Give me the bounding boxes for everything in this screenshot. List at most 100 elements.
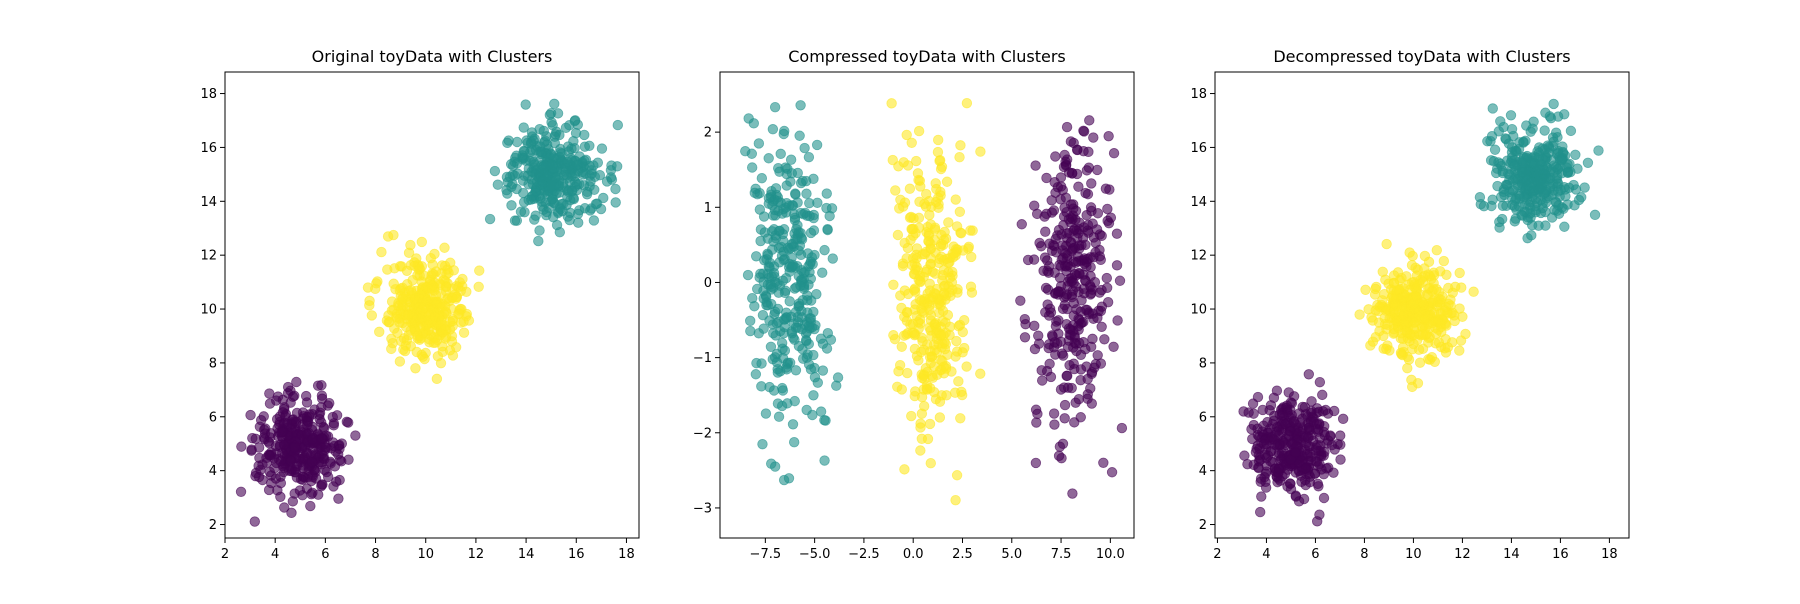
data-point bbox=[1064, 360, 1075, 371]
data-point bbox=[1556, 155, 1567, 166]
data-point bbox=[776, 400, 788, 412]
data-point bbox=[913, 125, 925, 137]
data-point bbox=[898, 330, 910, 341]
data-point bbox=[450, 293, 462, 304]
data-point bbox=[815, 406, 827, 417]
data-point bbox=[1061, 121, 1073, 133]
data-point bbox=[924, 278, 935, 290]
data-point bbox=[282, 381, 294, 393]
data-point bbox=[789, 214, 801, 226]
data-point bbox=[1257, 404, 1268, 416]
data-point bbox=[765, 341, 777, 352]
data-point bbox=[562, 156, 573, 168]
data-point bbox=[930, 178, 941, 189]
data-point bbox=[1105, 212, 1117, 223]
data-point bbox=[1300, 463, 1311, 474]
data-point bbox=[1318, 469, 1330, 480]
data-point bbox=[386, 343, 397, 355]
data-point bbox=[804, 267, 815, 278]
data-point bbox=[1398, 292, 1409, 303]
data-point bbox=[1056, 254, 1067, 265]
data-point bbox=[967, 225, 978, 236]
data-point bbox=[1579, 182, 1590, 193]
data-point bbox=[1468, 286, 1479, 297]
data-point bbox=[1252, 391, 1264, 403]
data-point bbox=[277, 426, 288, 438]
data-point bbox=[1290, 447, 1301, 458]
data-point bbox=[1319, 421, 1330, 432]
data-point bbox=[1373, 305, 1384, 317]
data-point bbox=[554, 227, 566, 238]
data-point bbox=[1303, 369, 1315, 380]
data-point bbox=[1506, 147, 1518, 158]
data-point bbox=[768, 268, 780, 279]
data-point bbox=[817, 267, 828, 278]
data-point bbox=[542, 170, 553, 182]
chart-title: Compressed toyData with Clusters bbox=[788, 47, 1066, 66]
data-point bbox=[1534, 164, 1545, 175]
data-point bbox=[1388, 293, 1400, 304]
data-point bbox=[932, 293, 943, 305]
data-point bbox=[775, 366, 786, 377]
data-point bbox=[1314, 376, 1326, 388]
x-tick-label: 14 bbox=[1503, 547, 1520, 562]
data-point bbox=[950, 494, 961, 506]
data-point bbox=[305, 500, 316, 512]
data-point bbox=[1080, 187, 1091, 199]
data-point bbox=[1447, 287, 1458, 298]
data-point bbox=[915, 346, 927, 358]
data-point bbox=[1075, 306, 1086, 317]
data-point bbox=[1570, 184, 1582, 195]
data-point bbox=[1050, 233, 1061, 245]
data-point bbox=[1045, 371, 1057, 383]
data-point bbox=[1521, 150, 1533, 162]
data-point bbox=[545, 149, 557, 160]
data-point bbox=[341, 416, 353, 428]
data-point bbox=[1493, 157, 1504, 168]
data-point bbox=[1498, 186, 1509, 198]
y-tick-label: 14 bbox=[1190, 195, 1207, 210]
data-point bbox=[1050, 151, 1061, 162]
data-point bbox=[916, 332, 927, 343]
data-point bbox=[1569, 200, 1580, 211]
data-point bbox=[1374, 325, 1385, 337]
data-point bbox=[418, 328, 429, 339]
data-point bbox=[1282, 464, 1293, 475]
data-point bbox=[902, 160, 914, 171]
data-point bbox=[1239, 450, 1250, 461]
axes-frame bbox=[1214, 71, 1630, 539]
data-point bbox=[1561, 162, 1572, 173]
data-point bbox=[577, 156, 588, 168]
x-tick-label: 0.0 bbox=[903, 547, 924, 562]
data-point bbox=[1401, 271, 1412, 282]
data-point bbox=[792, 311, 804, 323]
data-point bbox=[1273, 450, 1284, 461]
data-point bbox=[1354, 309, 1365, 320]
data-point bbox=[1101, 282, 1113, 294]
x-tick-label: 7.5 bbox=[1051, 547, 1072, 562]
data-point bbox=[956, 228, 967, 239]
data-point bbox=[1271, 385, 1283, 396]
data-point bbox=[940, 233, 952, 244]
data-point bbox=[934, 412, 946, 423]
data-point bbox=[899, 197, 911, 208]
data-point bbox=[1032, 408, 1043, 420]
data-point bbox=[1040, 226, 1051, 237]
data-point bbox=[1085, 289, 1096, 300]
data-point bbox=[1085, 252, 1096, 263]
panel-compressed: Compressed toyData with Clusters −7.5 −5.0… bbox=[693, 47, 1135, 562]
data-point bbox=[533, 235, 544, 247]
data-point bbox=[1083, 146, 1094, 158]
data-point bbox=[307, 434, 318, 445]
y-tick-label: 10 bbox=[1190, 303, 1207, 318]
data-point bbox=[793, 340, 805, 352]
data-point bbox=[350, 430, 361, 441]
data-point bbox=[975, 368, 986, 379]
data-point bbox=[1402, 362, 1413, 374]
data-point bbox=[758, 211, 770, 222]
data-point bbox=[458, 316, 469, 327]
data-point bbox=[564, 207, 576, 219]
x-tick-label: 10 bbox=[1405, 547, 1422, 562]
data-point bbox=[907, 318, 919, 330]
